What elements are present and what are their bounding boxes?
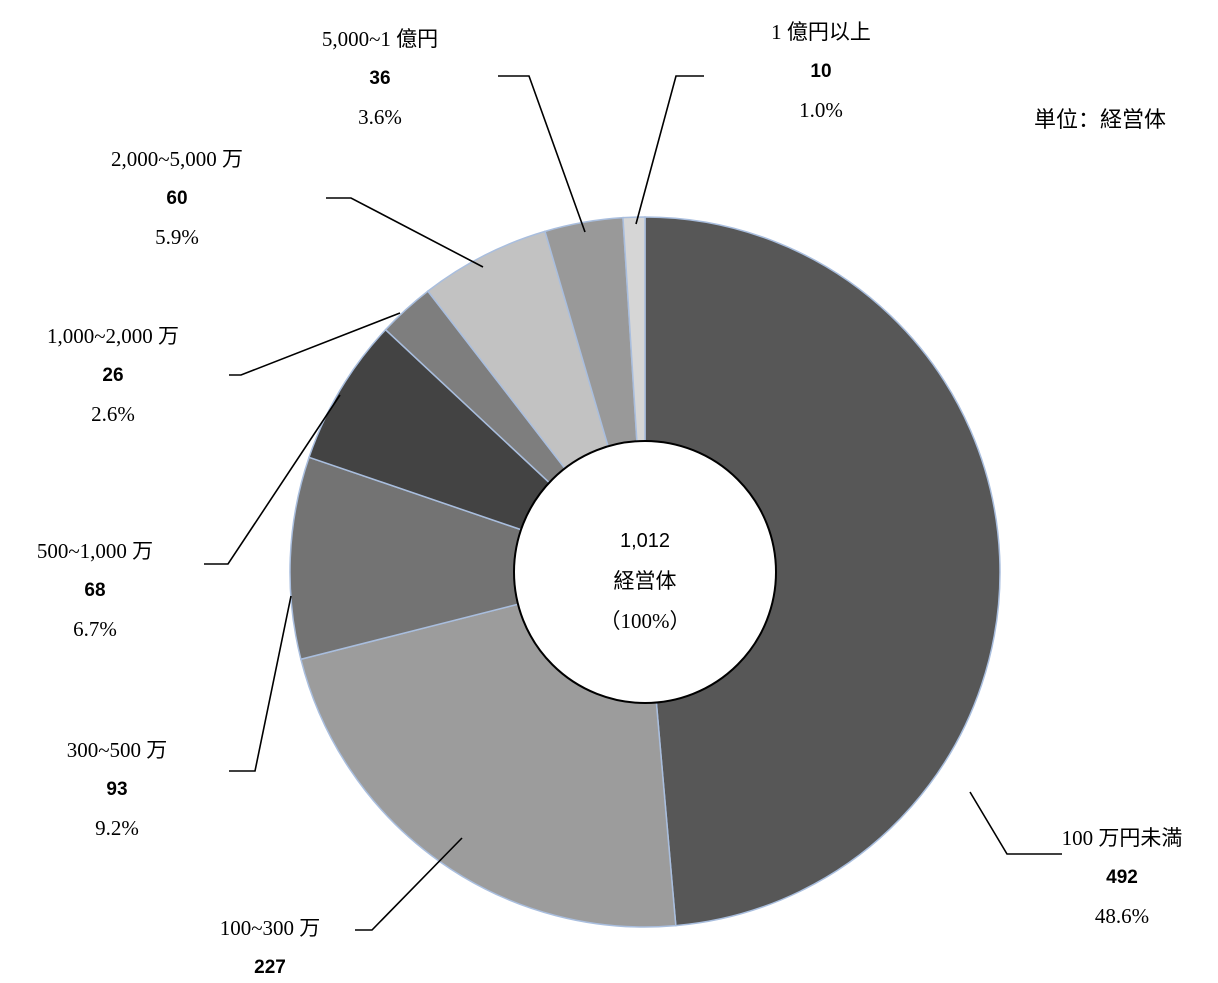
unit-note: 単位：経営体 — [1034, 108, 1166, 133]
center-percent: （100%） — [600, 609, 691, 633]
slice-percent-3: 9.2% — [95, 816, 139, 840]
leader-line-4 — [204, 394, 341, 565]
slice-count-5: 26 — [102, 365, 123, 386]
slice-3 — [289, 456, 648, 661]
slice-count-2: 227 — [254, 957, 286, 978]
leader-lines-group — [204, 75, 1062, 931]
slice-percent-1: 48.6% — [1095, 904, 1149, 928]
slice-label-1: 100 万円未満 — [1062, 826, 1183, 850]
slice-count-1: 492 — [1106, 867, 1138, 888]
slice-count-8: 10 — [810, 61, 831, 82]
leader-line-1 — [969, 791, 1062, 855]
center-unit: 経営体 — [614, 569, 677, 593]
slice-percent-8: 1.0% — [799, 98, 843, 122]
slice-count-4: 68 — [84, 580, 105, 601]
center-hole — [513, 440, 777, 704]
slice-label-6: 2,000~5,000 万 — [111, 147, 243, 171]
slice-label-7: 5,000~1 億円 — [322, 27, 438, 51]
center-total: 1,012 — [620, 530, 670, 552]
slice-percent-7: 3.6% — [358, 105, 402, 129]
leader-line-2 — [355, 837, 463, 931]
slice-count-7: 36 — [369, 68, 390, 89]
slice-label-5: 1,000~2,000 万 — [47, 324, 179, 348]
slice-percent-5: 2.6% — [91, 402, 135, 426]
slice-count-6: 60 — [166, 188, 187, 209]
leader-line-6 — [326, 197, 484, 268]
leader-line-7 — [498, 75, 586, 233]
leader-line-8 — [635, 75, 704, 225]
slice-1 — [644, 216, 1001, 927]
slice-label-2: 100~300 万 — [220, 916, 321, 940]
slice-label-8: 1 億円以上 — [771, 20, 871, 44]
slice-label-4: 500~1,000 万 — [37, 539, 153, 563]
slice-label-3: 300~500 万 — [67, 738, 168, 762]
leader-line-3 — [229, 595, 292, 772]
slice-count-3: 93 — [106, 779, 127, 800]
leader-line-5 — [229, 312, 401, 376]
slice-percent-6: 5.9% — [155, 225, 199, 249]
slice-percent-4: 6.7% — [73, 617, 117, 641]
